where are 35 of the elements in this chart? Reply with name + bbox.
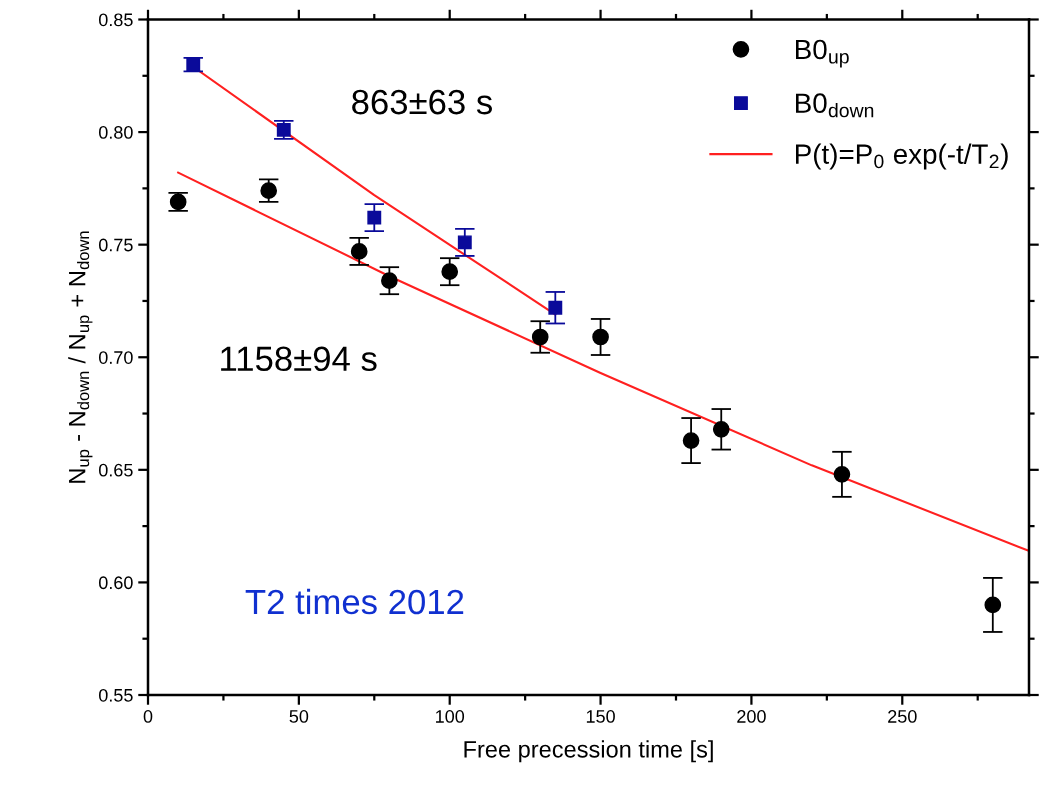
point — [367, 210, 382, 225]
point — [350, 243, 368, 260]
legend-label: P(t)=P$_{0}$ exp(-t/T$_{2}$) — [796, 143, 1008, 170]
y-axis-title: N$_{up}$ - N$_{down}$ / N$_{up}$ + N$_{down}$ — [68, 231, 93, 483]
x-tick-label: 150 — [586, 710, 615, 723]
annotation: 1158±94 s — [221, 346, 377, 372]
y-tick-label: 0.85 — [98, 13, 133, 27]
point — [712, 420, 730, 438]
y-tick-label: 0.55 — [98, 688, 133, 702]
x-tick-label: 50 — [289, 710, 309, 723]
y-tick-label: 0.65 — [98, 463, 133, 477]
point — [381, 272, 398, 290]
annotation: 863±63 s — [352, 89, 492, 115]
point — [984, 596, 1002, 614]
legend-label: B0$_{down}$ — [796, 93, 874, 118]
x-tick-label: 0 — [143, 710, 153, 723]
point — [457, 235, 472, 250]
point — [682, 432, 700, 449]
legend-label: B0$_{up}$ — [796, 39, 849, 68]
x-tick-label: 200 — [737, 710, 766, 723]
point — [548, 300, 563, 315]
point — [441, 263, 459, 281]
point — [833, 466, 851, 483]
x-tick-label: 250 — [888, 710, 917, 723]
point — [592, 328, 609, 346]
y-tick-label: 0.80 — [98, 126, 133, 139]
x-tick-label: 100 — [436, 710, 465, 723]
x-axis-title: Free precession time [s] — [464, 740, 713, 763]
point — [186, 57, 201, 72]
annotation: T2 times 2012 — [245, 588, 464, 615]
y-tick-label: 0.70 — [98, 351, 133, 364]
y-tick-label: 0.60 — [98, 576, 133, 590]
line-series — [177, 171, 1029, 552]
y-tick-label: 0.75 — [98, 238, 133, 252]
point — [531, 328, 549, 346]
